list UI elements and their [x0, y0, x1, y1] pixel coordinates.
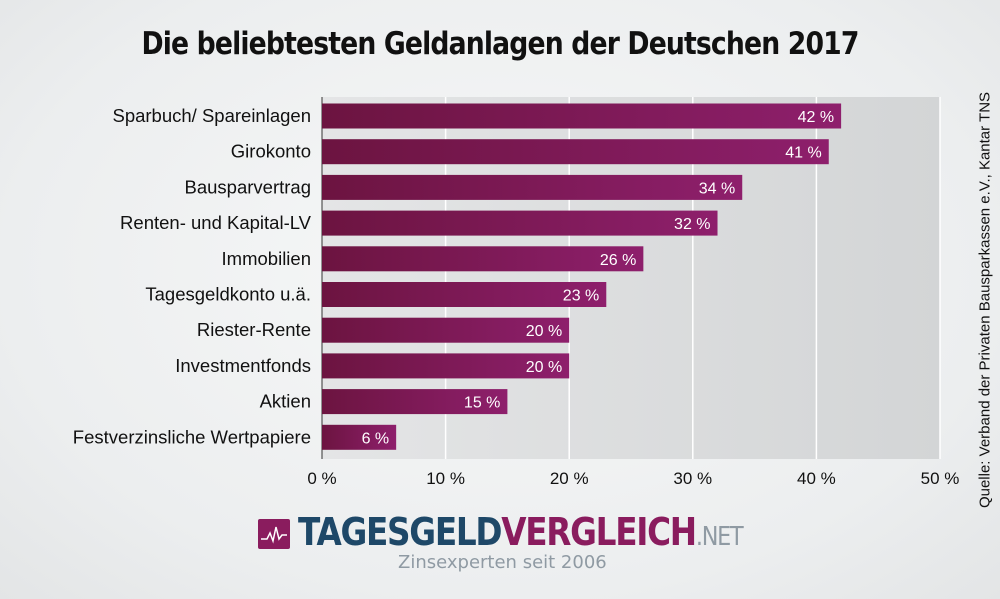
data-label: 15 % — [464, 395, 500, 412]
logo-icon — [258, 519, 290, 549]
category-label: Bausparvertrag — [185, 176, 311, 197]
x-tick-label: 0 % — [307, 469, 336, 488]
category-label: Investmentfonds — [175, 355, 311, 376]
logo: TAGESGELDVERGLEICH.NET Zinsexperten seit… — [258, 510, 758, 584]
bar — [322, 282, 607, 307]
x-tick-label: 30 % — [673, 469, 712, 488]
category-label: Aktien — [260, 391, 311, 412]
bar — [322, 103, 842, 129]
bar — [322, 389, 508, 415]
data-label: 20 % — [526, 359, 562, 376]
data-label: 20 % — [526, 323, 562, 340]
bar — [322, 317, 570, 343]
logo-tagline: Zinsexperten seit 2006 — [398, 552, 607, 573]
bar — [322, 246, 644, 272]
data-label: 23 % — [563, 288, 599, 305]
x-tick-label: 50 % — [921, 469, 960, 488]
category-label: Sparbuch/ Spareinlagen — [112, 105, 311, 126]
data-label: 34 % — [699, 180, 735, 197]
category-label: Tagesgeldkonto u.ä. — [145, 284, 311, 305]
data-label: 32 % — [674, 216, 710, 233]
logo-text: TAGESGELDVERGLEICH.NET — [298, 510, 744, 554]
x-tick-label: 40 % — [797, 469, 836, 488]
category-label: Immobilien — [222, 248, 311, 269]
bar — [322, 139, 829, 165]
chart-title: Die beliebtesten Geldanlagen der Deutsch… — [141, 26, 859, 62]
data-label: 26 % — [600, 252, 636, 269]
data-label: 42 % — [798, 109, 834, 126]
source-note: Quelle: Verband der Privaten Bausparkass… — [976, 91, 994, 509]
x-tick-label: 20 % — [550, 469, 589, 488]
category-label: Riester-Rente — [197, 319, 311, 340]
category-label: Renten- und Kapital-LV — [120, 212, 312, 233]
data-label: 41 % — [785, 145, 821, 162]
category-label: Girokonto — [231, 141, 311, 162]
bar — [322, 210, 718, 236]
category-label: Festverzinsliche Wertpapiere — [73, 426, 311, 447]
bar — [322, 353, 570, 379]
data-label: 6 % — [362, 430, 390, 447]
bar — [322, 424, 397, 450]
x-tick-label: 10 % — [426, 469, 465, 488]
bar — [322, 174, 743, 200]
